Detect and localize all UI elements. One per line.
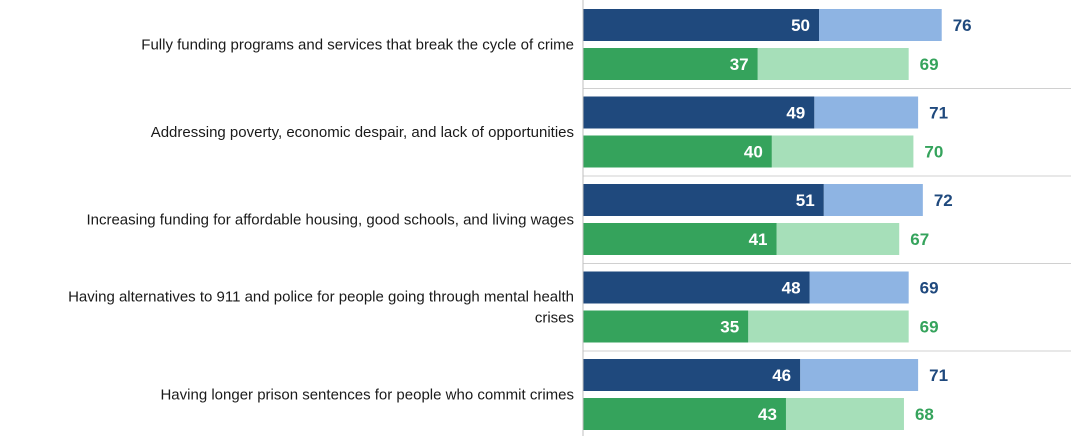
bar-outer-segment [823,184,923,216]
bar-outer-segment [771,135,914,168]
bar-total-value-label: 76 [953,16,972,35]
bar-inner-segment [583,359,801,391]
row-separators [583,88,1071,352]
bar-inner-value-label: 35 [720,318,739,337]
bar-inner-value-label: 50 [791,16,810,35]
bars: 50 76 37 69 49 71 40 70 51 72 41 67 48 69 35 69 46 71 43 68 [583,9,972,430]
bar-inner-segment [583,271,810,304]
bar-total-value-label: 69 [920,55,939,74]
bar-outer-segment [819,9,942,41]
bar-inner-value-label: 48 [782,279,801,298]
bar-total-value-label: 68 [915,405,934,424]
bar-total-value-label: 71 [929,366,948,385]
bar-total-value-label: 69 [920,318,939,337]
category-labels: Fully funding programs and services that… [68,37,574,404]
category-label: Increasing funding for affordable housin… [86,212,574,229]
bar-inner-segment [583,310,749,343]
bar-inner-value-label: 49 [786,104,805,123]
bar-outer-segment [748,310,909,343]
bar-outer-segment [785,398,904,430]
category-label: Fully funding programs and services that… [141,37,574,54]
category-label: Having longer prison sentences for peopl… [160,387,574,404]
bar-inner-segment [583,9,819,41]
category-label: Addressing poverty, economic despair, an… [151,124,574,141]
bar-outer-segment [814,96,919,129]
bar-outer-segment [776,223,900,255]
bar-total-value-label: 67 [910,230,929,249]
bar-inner-value-label: 43 [758,405,777,424]
bar-outer-segment [800,359,919,391]
bar-inner-segment [583,135,772,168]
bar-inner-value-label: 51 [796,191,815,210]
bar-inner-segment [583,184,824,216]
bar-total-value-label: 69 [920,279,939,298]
bar-inner-value-label: 37 [730,55,749,74]
bar-total-value-label: 71 [929,104,948,123]
bar-inner-segment [583,96,815,129]
bar-inner-value-label: 40 [744,143,763,162]
category-label: Having alternatives to 911 and police fo… [68,289,574,306]
bar-total-value-label: 70 [924,143,943,162]
bar-outer-segment [757,48,909,80]
bar-inner-segment [583,223,777,255]
bar-total-value-label: 72 [934,191,953,210]
bar-inner-segment [583,398,786,430]
bar-inner-value-label: 46 [772,366,791,385]
bar-outer-segment [809,271,909,304]
bar-inner-value-label: 41 [749,230,768,249]
category-label: crises [535,310,574,327]
bar-inner-segment [583,48,758,80]
